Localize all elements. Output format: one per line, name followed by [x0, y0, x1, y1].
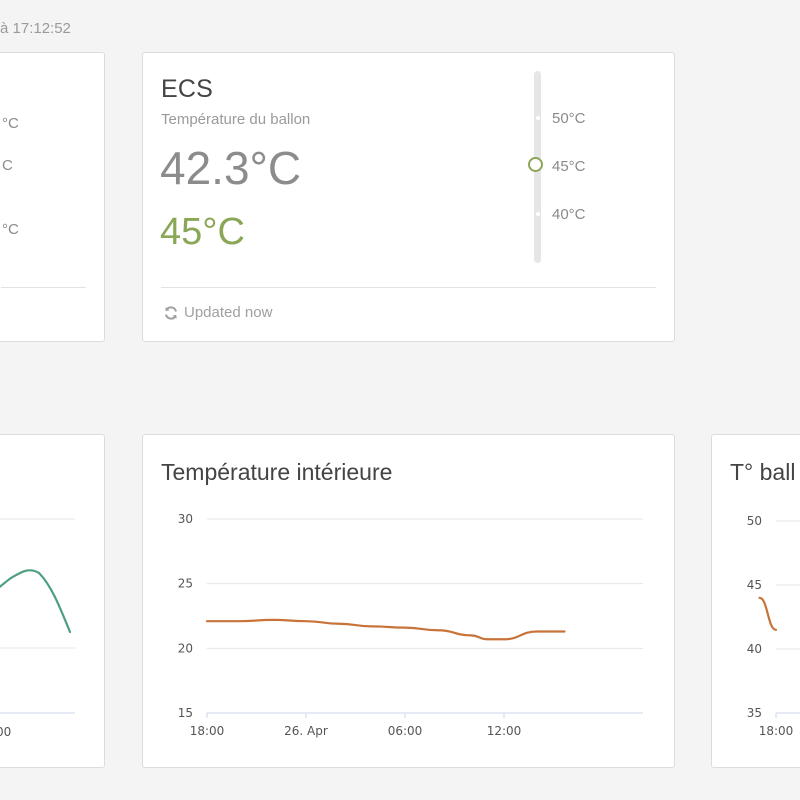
x-tick-label: 18:00 [190, 724, 225, 738]
chart-title: T° ball [730, 459, 796, 485]
updated-status: Updated now [163, 304, 272, 321]
x-tick-label: 26. Apr [284, 724, 328, 738]
y-tick-label: 20 [178, 641, 193, 655]
card-divider [161, 287, 656, 288]
ecs-card: ECS Température du ballon 42.3°C 45°C 50… [142, 52, 675, 342]
y-tick-label: 15 [178, 706, 193, 720]
updated-label: Updated now [184, 304, 273, 321]
setpoint-slider[interactable] [528, 71, 543, 263]
card-subtitle: Température du ballon [161, 111, 311, 128]
slider-option-50[interactable]: 50°C [552, 110, 586, 127]
interior-temperature-chart: 30 25 20 15 18:00 26. Apr 06:00 12:00 [178, 512, 643, 738]
ballon-temperature-card: T° ball 50 45 40 35 18:00 [711, 434, 800, 768]
series-line [0, 569, 72, 634]
y-tick-label: 25 [178, 577, 193, 591]
card-divider [1, 287, 86, 288]
last-update-status: à 17:12:52 [0, 20, 71, 37]
series-line [758, 596, 778, 631]
series-line [205, 618, 566, 641]
card-title: ECS [161, 75, 214, 103]
slider-tick [535, 116, 540, 120]
x-tick-label: 18:00 [759, 724, 794, 738]
slider-option-40[interactable]: 40°C [552, 206, 586, 223]
chart-title: Température intérieure [161, 459, 393, 485]
x-tick-label: 06:00 [388, 724, 423, 738]
left-chart-card: 00 [0, 434, 105, 768]
setpoint-temperature: 45°C [160, 211, 245, 253]
card-label: °C [2, 221, 19, 238]
y-tick-label: 45 [747, 578, 762, 592]
left-chart: 00 [0, 518, 75, 739]
card-label: C [2, 157, 13, 174]
y-tick-label: 30 [178, 512, 193, 526]
card-label: °C [2, 115, 19, 132]
refresh-icon [165, 305, 177, 320]
x-tick-label: 00 [0, 725, 11, 739]
x-tick-label: 12:00 [487, 724, 522, 738]
interior-temperature-card: Température intérieure 30 25 20 15 18:00 26. … [142, 434, 675, 768]
slider-tick [535, 212, 540, 216]
y-tick-label: 35 [747, 706, 762, 720]
current-temperature: 42.3°C [160, 142, 302, 194]
slider-handle[interactable] [528, 157, 543, 172]
y-tick-label: 50 [747, 514, 762, 528]
slider-option-45[interactable]: 45°C [552, 158, 586, 175]
left-temperature-card: °C C °C [0, 52, 105, 342]
y-tick-label: 40 [747, 642, 762, 656]
ballon-temperature-chart: 50 45 40 35 18:00 [747, 514, 800, 738]
